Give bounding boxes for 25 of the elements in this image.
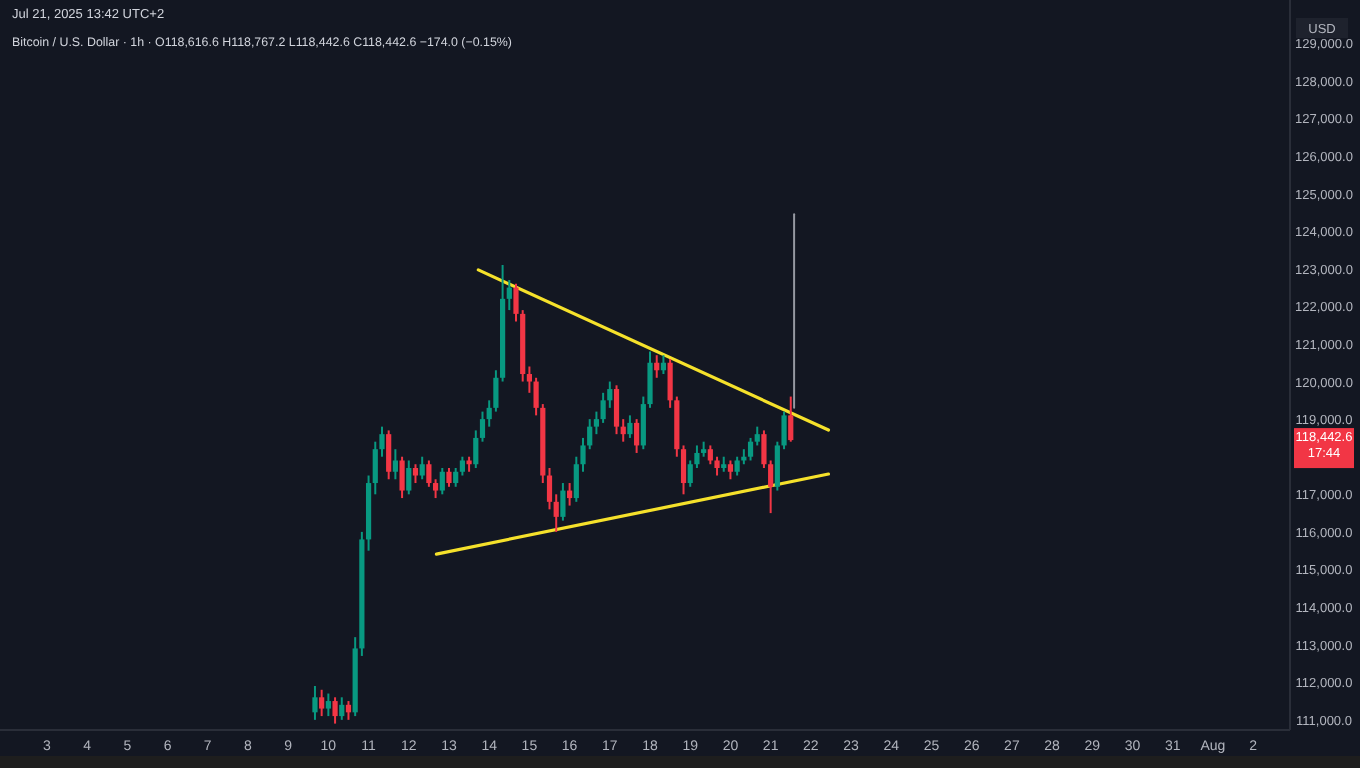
candlestick xyxy=(325,692,331,718)
candlestick xyxy=(319,688,325,718)
candlestick xyxy=(567,482,573,507)
candlestick xyxy=(727,459,734,481)
candlestick xyxy=(654,354,660,379)
candlestick xyxy=(399,455,405,500)
candlestick xyxy=(634,418,640,454)
candlestick xyxy=(406,459,412,496)
candlestick xyxy=(734,455,740,477)
candlestick xyxy=(345,700,352,721)
candlestick xyxy=(339,696,345,721)
candlestick xyxy=(627,414,633,439)
candlestick xyxy=(412,463,419,485)
candlestick xyxy=(392,448,398,481)
candlestick xyxy=(386,429,392,481)
candlestick xyxy=(426,459,432,488)
candlestick xyxy=(446,467,452,488)
candlestick xyxy=(439,467,445,496)
candlestick xyxy=(788,395,794,443)
candlestick xyxy=(613,384,620,436)
candlestick xyxy=(560,482,566,522)
candlestick xyxy=(660,354,667,376)
candlestick xyxy=(419,455,425,481)
candlestick xyxy=(332,696,338,725)
candlestick xyxy=(312,685,318,721)
